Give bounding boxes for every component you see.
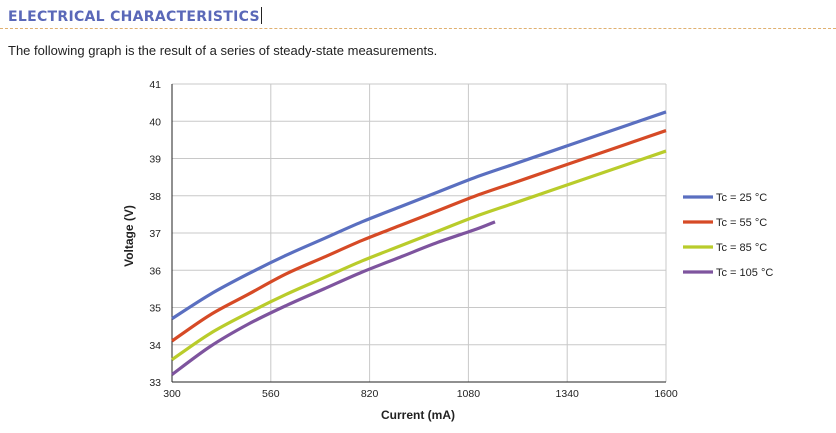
legend-label: Tc = 55 °C bbox=[716, 217, 767, 229]
y-tick-label: 40 bbox=[149, 116, 161, 128]
x-axis-title: Current (mA) bbox=[381, 408, 455, 422]
series-line-4 bbox=[171, 220, 496, 376]
legend-label: Tc = 85 °C bbox=[716, 242, 767, 254]
series-lines bbox=[171, 110, 667, 376]
y-tick-label: 35 bbox=[149, 303, 161, 315]
y-tick-labels: 33 34 35 36 37 38 39 40 41 bbox=[149, 79, 161, 389]
x-tick-labels: 300 560 820 1080 1340 1600 bbox=[163, 388, 678, 400]
legend-label: Tc = 25 °C bbox=[716, 192, 767, 204]
series-line-2 bbox=[171, 129, 667, 343]
y-tick-label: 38 bbox=[149, 191, 161, 203]
x-tick-label: 1340 bbox=[556, 388, 580, 400]
y-tick-label: 36 bbox=[149, 265, 161, 277]
y-axis-title: Voltage (V) bbox=[122, 205, 136, 267]
y-tick-label: 33 bbox=[149, 377, 161, 389]
text-cursor bbox=[260, 7, 262, 24]
series-line-3 bbox=[171, 149, 667, 361]
x-tick-label: 560 bbox=[262, 388, 280, 400]
section-heading-text: ELECTRICAL CHARACTERISTICS bbox=[8, 9, 260, 25]
y-tick-label: 39 bbox=[149, 154, 161, 166]
grid-lines bbox=[171, 83, 667, 383]
y-tick-label: 41 bbox=[149, 79, 161, 91]
legend: Tc = 25 °C Tc = 55 °C Tc = 85 °C Tc = 105 °… bbox=[683, 192, 773, 279]
x-tick-label: 820 bbox=[361, 388, 379, 400]
y-tick-label: 34 bbox=[149, 340, 161, 352]
series-line-1 bbox=[171, 110, 667, 321]
x-tick-label: 1080 bbox=[457, 388, 481, 400]
y-tick-label: 37 bbox=[149, 228, 161, 240]
heading-divider bbox=[0, 28, 836, 29]
section-heading: ELECTRICAL CHARACTERISTICS bbox=[8, 7, 262, 25]
x-tick-label: 300 bbox=[163, 388, 181, 400]
intro-text: The following graph is the result of a s… bbox=[8, 43, 438, 58]
x-tick-label: 1600 bbox=[654, 388, 678, 400]
legend-label: Tc = 105 °C bbox=[716, 267, 773, 279]
